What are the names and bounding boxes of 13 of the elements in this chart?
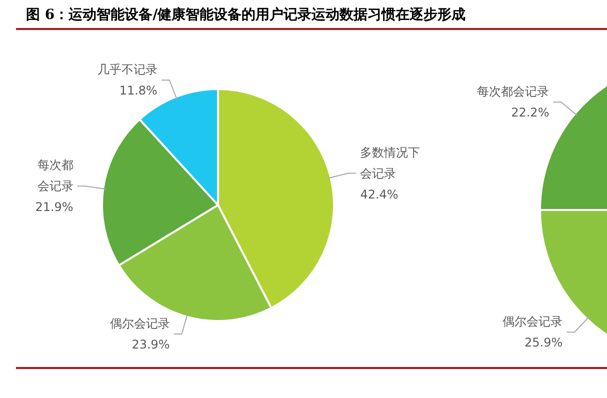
data-label: 23.9%: [132, 338, 170, 352]
data-label: 22.2%: [511, 106, 550, 120]
data-label: 11.8%: [119, 84, 158, 98]
data-label: 21.9%: [35, 200, 74, 214]
slice-label: 每次都会记录: [37, 158, 74, 194]
slice-label: 每次都会记录: [477, 84, 550, 99]
chart-title: 图 6：运动智能设备/健康智能设备的用户记录运动数据习惯在逐步形成: [26, 6, 466, 23]
data-label: 25.9%: [524, 336, 563, 350]
data-label: 42.4%: [360, 187, 398, 202]
slice-label: 偶尔会记录: [110, 316, 170, 331]
slice-label: 几乎不记录: [97, 62, 158, 77]
slice-label: 多数情况下会记录: [360, 145, 420, 180]
slice-label: 偶尔会记录: [502, 314, 563, 329]
